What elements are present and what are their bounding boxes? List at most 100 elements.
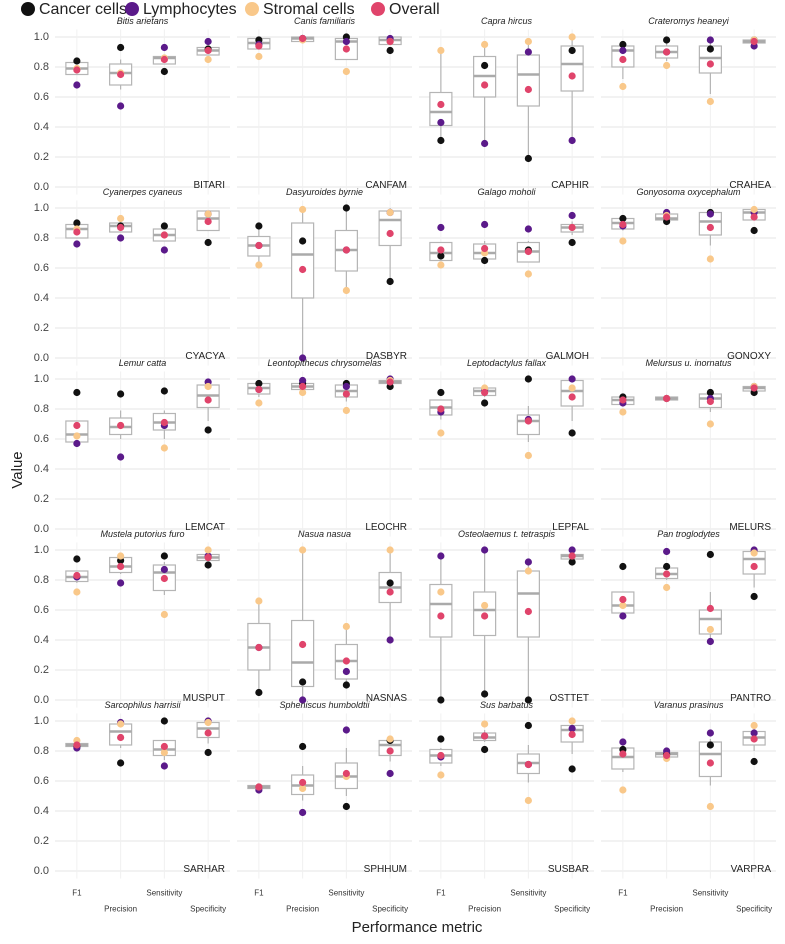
y-tick-label: 0.0	[34, 352, 49, 364]
point	[204, 553, 212, 562]
legend-label: Stromal cells	[263, 1, 355, 18]
point	[619, 595, 627, 604]
point	[73, 57, 81, 65]
point	[619, 55, 627, 64]
point	[706, 223, 714, 232]
point	[160, 552, 168, 560]
point	[342, 37, 350, 46]
point	[437, 118, 445, 127]
panel-title: Cyanerpes cyaneus	[103, 187, 183, 197]
point	[663, 36, 671, 44]
point	[750, 213, 758, 221]
x-tick-label: F1	[618, 889, 628, 898]
point	[73, 81, 81, 89]
point	[524, 154, 532, 163]
panel-title: Crateromys heaneyi	[648, 16, 730, 26]
point	[299, 678, 307, 686]
box	[560, 379, 584, 407]
point	[73, 219, 81, 227]
point	[73, 571, 81, 580]
box	[429, 583, 453, 638]
point	[437, 552, 445, 560]
point	[663, 61, 671, 70]
box	[291, 619, 315, 688]
point	[524, 760, 532, 769]
point	[481, 256, 489, 265]
point	[437, 696, 445, 704]
point	[299, 742, 307, 751]
panel-code: MELURS	[729, 522, 771, 533]
point	[117, 579, 125, 587]
point	[73, 388, 81, 397]
point	[568, 223, 576, 232]
point	[299, 354, 307, 362]
y-tick-label: 1.0	[34, 715, 49, 727]
point	[437, 751, 445, 760]
point	[437, 252, 445, 260]
y-tick-label: 0.8	[34, 745, 49, 757]
point	[619, 562, 627, 571]
point	[342, 67, 350, 76]
point	[117, 234, 125, 242]
point	[386, 229, 394, 238]
y-tick-label: 0.2	[34, 664, 49, 676]
panel-code: CAPHIR	[551, 180, 589, 191]
point	[437, 405, 445, 413]
point	[160, 565, 168, 574]
panel-code: GONOXY	[727, 351, 771, 362]
point	[663, 751, 671, 760]
panel-code: PANTRO	[730, 693, 771, 704]
point	[481, 745, 489, 754]
panel-code: LEPFAL	[552, 522, 589, 533]
point	[117, 214, 125, 223]
panel-title: Mustela putorius furo	[100, 529, 184, 539]
point	[568, 238, 576, 247]
point	[255, 385, 263, 394]
point	[255, 597, 263, 605]
point	[386, 37, 394, 46]
point	[117, 733, 125, 742]
legend-label: Overall	[389, 1, 440, 18]
point	[386, 588, 394, 596]
legend-marker	[245, 2, 259, 16]
panel-code: DASBYR	[366, 351, 407, 362]
x-tick-label: Precision	[286, 905, 319, 914]
point	[73, 228, 81, 236]
point	[255, 643, 263, 652]
point	[299, 34, 307, 43]
point	[568, 730, 576, 739]
point	[524, 270, 532, 278]
x-tick-label: Specificity	[372, 905, 408, 914]
point	[204, 217, 212, 226]
x-tick-label: Precision	[468, 905, 501, 914]
point	[481, 81, 489, 89]
point	[619, 214, 627, 223]
panel-code: OSTTET	[550, 693, 589, 704]
panel-title: Leontopithecus chrysomelas	[267, 358, 382, 368]
point	[706, 60, 714, 68]
point	[299, 640, 307, 649]
point	[342, 382, 350, 391]
point	[160, 67, 168, 76]
x-tick-label: Specificity	[190, 905, 226, 914]
point	[437, 771, 445, 779]
point	[73, 588, 81, 596]
y-tick-label: 0.0	[34, 181, 49, 193]
panel-title: Osteolaemus t. tetraspis	[458, 529, 556, 539]
point	[568, 765, 576, 773]
point	[204, 718, 212, 727]
panel-code: SUSBAR	[548, 864, 589, 875]
point	[73, 439, 81, 448]
y-tick-label: 0.0	[34, 865, 49, 877]
point	[160, 418, 168, 427]
point	[160, 231, 168, 239]
panel-title: Dasyuroides byrnie	[286, 187, 363, 197]
panel-code: CANFAM	[365, 180, 407, 191]
y-tick-label: 0.8	[34, 574, 49, 586]
point	[750, 226, 758, 235]
point	[750, 37, 758, 46]
point	[117, 43, 125, 52]
point	[481, 139, 489, 148]
point	[342, 681, 350, 689]
panel-code: SARHAR	[183, 864, 225, 875]
